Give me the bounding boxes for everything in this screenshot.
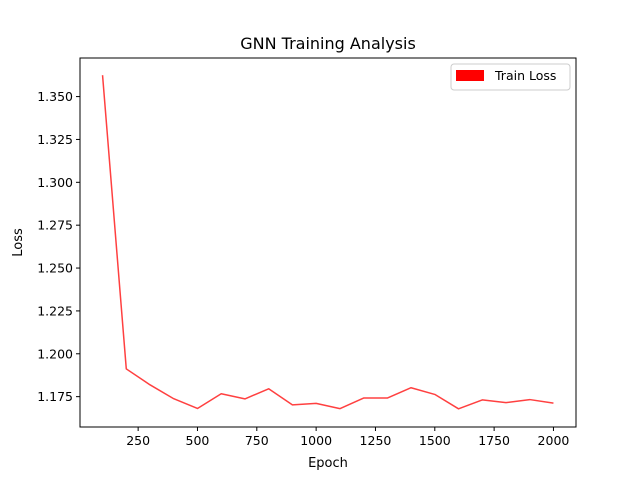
- y-tick-label: 1.200: [37, 346, 73, 361]
- y-axis-label: Loss: [11, 228, 26, 257]
- y-tick-label: 1.350: [37, 89, 73, 104]
- y-tick-label: 1.275: [37, 218, 73, 233]
- y-tick-label: 1.300: [37, 175, 73, 190]
- x-tick-label: 1750: [478, 433, 510, 448]
- y-tick-label: 1.225: [37, 303, 73, 318]
- x-tick-label: 750: [245, 433, 269, 448]
- legend-label-train-loss: Train Loss: [494, 68, 556, 83]
- x-tick-label: 1000: [300, 433, 332, 448]
- x-tick-label: 1500: [419, 433, 451, 448]
- y-tick-label: 1.250: [37, 261, 73, 276]
- x-tick-label: 250: [126, 433, 150, 448]
- y-tick-label: 1.325: [37, 132, 73, 147]
- x-tick-label: 500: [186, 433, 210, 448]
- y-tick-label: 1.175: [37, 389, 73, 404]
- series-line-train-loss: [101, 75, 554, 410]
- x-tick-label: 1250: [360, 433, 392, 448]
- legend-swatch: [456, 70, 484, 81]
- x-axis-label: Epoch: [308, 456, 348, 471]
- chart-title: GNN Training Analysis: [240, 34, 416, 53]
- plot-area-frame: [79, 57, 577, 428]
- legend: Train Loss: [450, 63, 571, 91]
- x-tick-label: 2000: [538, 433, 570, 448]
